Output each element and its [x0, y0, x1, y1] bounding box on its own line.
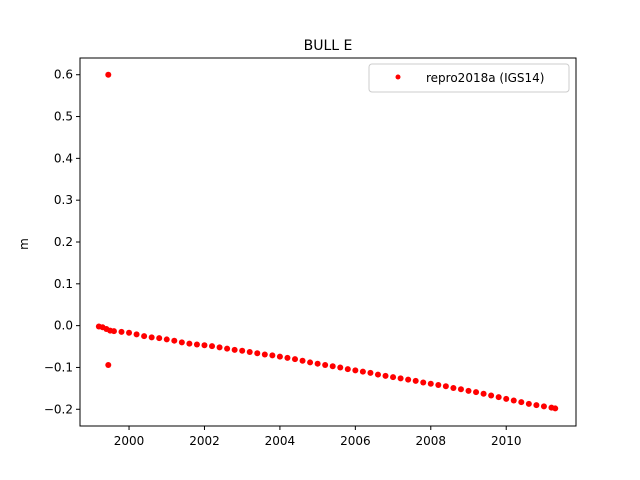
- y-tick-label: 0.2: [54, 235, 73, 249]
- x-axis: 2000 2002 2004 2006 2008 2010: [114, 426, 522, 448]
- data-point: [141, 333, 148, 340]
- data-point: [171, 337, 178, 344]
- data-point: [390, 374, 397, 381]
- data-point: [209, 343, 216, 350]
- data-point: [337, 364, 344, 371]
- data-point: [178, 339, 185, 346]
- data-point: [427, 380, 434, 387]
- data-point: [344, 366, 351, 373]
- x-tick-label: 2000: [114, 434, 145, 448]
- data-point: [216, 344, 223, 351]
- x-tick-label: 2008: [416, 434, 447, 448]
- data-point: [382, 372, 389, 379]
- data-point: [352, 367, 359, 374]
- data-point: [239, 347, 246, 354]
- data-point: [405, 376, 412, 383]
- data-point: [374, 371, 381, 378]
- data-point: [540, 403, 547, 410]
- data-point: [412, 377, 419, 384]
- data-point: [269, 352, 276, 359]
- data-point: [397, 375, 404, 382]
- x-tick-label: 2010: [491, 434, 522, 448]
- data-point: [457, 386, 464, 393]
- data-point: [329, 363, 336, 370]
- data-point: [118, 328, 125, 335]
- chart-title: BULL E: [304, 38, 353, 54]
- y-tick-label: 0.5: [54, 110, 73, 124]
- y-tick-label: 0.1: [54, 277, 73, 291]
- x-tick-label: 2002: [189, 434, 220, 448]
- data-point: [193, 341, 200, 348]
- data-point: [163, 336, 170, 343]
- y-tick-label: 0.0: [54, 319, 73, 333]
- data-point: [110, 328, 117, 335]
- data-point: [552, 405, 559, 412]
- data-point: [254, 350, 261, 357]
- data-points: [95, 71, 559, 412]
- y-tick-label: 0.6: [54, 68, 73, 82]
- data-point: [359, 368, 366, 375]
- legend-box: [368, 63, 570, 93]
- data-point: [156, 335, 163, 342]
- data-point: [307, 359, 314, 366]
- data-point: [473, 389, 480, 396]
- data-point: [105, 361, 112, 368]
- data-point: [450, 384, 457, 391]
- legend-marker: [395, 74, 401, 80]
- data-point: [525, 400, 532, 407]
- data-point: [503, 395, 510, 402]
- data-point: [105, 71, 112, 78]
- data-point: [322, 361, 329, 368]
- y-tick-label: −0.1: [44, 360, 73, 374]
- data-point: [284, 354, 291, 361]
- data-point: [480, 390, 487, 397]
- data-point: [186, 340, 193, 347]
- data-point: [435, 382, 442, 389]
- data-point: [442, 383, 449, 390]
- x-tick-label: 2006: [340, 434, 371, 448]
- plot-area-frame: [79, 57, 577, 427]
- data-point: [488, 392, 495, 399]
- data-point: [495, 394, 502, 401]
- data-point: [133, 331, 140, 338]
- x-tick-label: 2004: [265, 434, 296, 448]
- data-point: [231, 346, 238, 353]
- data-point: [420, 379, 427, 386]
- data-point: [148, 334, 155, 341]
- data-point: [291, 356, 298, 363]
- data-point: [126, 329, 133, 336]
- data-point: [465, 387, 472, 394]
- data-point: [367, 369, 374, 376]
- data-point: [246, 348, 253, 355]
- y-tick-label: 0.4: [54, 151, 73, 165]
- data-point: [314, 360, 321, 367]
- y-axis: −0.2 −0.1 0.0 0.1 0.2 0.3 0.4 0.5 0.6: [44, 68, 80, 416]
- data-point: [261, 351, 268, 358]
- data-point: [201, 342, 208, 349]
- data-point: [276, 353, 283, 360]
- data-point: [518, 399, 525, 406]
- data-point: [510, 397, 517, 404]
- y-tick-label: 0.3: [54, 193, 73, 207]
- data-point: [224, 345, 231, 352]
- y-tick-label: −0.2: [44, 402, 73, 416]
- data-point: [299, 357, 306, 364]
- data-point: [533, 402, 540, 409]
- y-axis-label: m: [17, 238, 31, 250]
- legend-label: repro2018a (IGS14): [426, 71, 544, 85]
- legend: repro2018a (IGS14): [368, 63, 570, 93]
